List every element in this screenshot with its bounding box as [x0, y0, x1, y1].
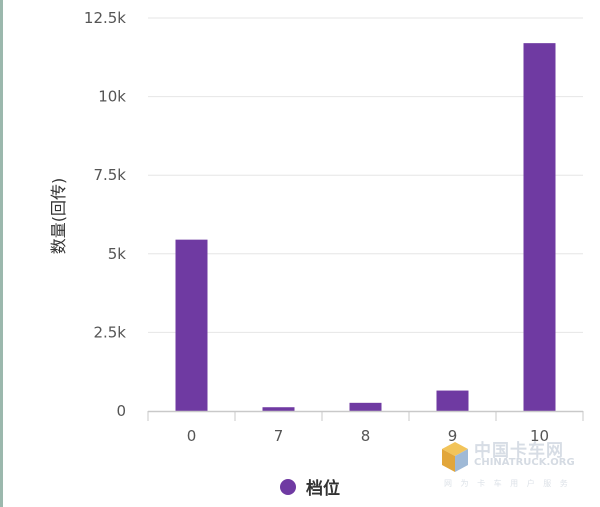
y-tick-label: 7.5k [93, 166, 126, 184]
watermark: 中国卡车网 CHINATRUCK.ORG 网 为 卡 车 用 户 服 务 [440, 434, 585, 496]
bar-0 [175, 239, 208, 411]
bars [175, 43, 556, 411]
legend-marker [280, 478, 296, 495]
grid-lines [148, 17, 583, 333]
y-axis-ticks: 0 2.5k 5k 7.5k 10k 12.5k [84, 9, 126, 420]
y-tick-label: 10k [98, 88, 126, 106]
x-axis: 0 7 8 9 10 [147, 410, 584, 445]
x-tick-label: 10 [530, 427, 549, 445]
left-border-line [0, 0, 3, 507]
legend[interactable]: 档位 [280, 474, 340, 499]
bar-9 [436, 390, 469, 411]
x-tick-label: 7 [274, 427, 284, 445]
y-tick-label: 5k [108, 245, 127, 263]
bar-8 [349, 402, 382, 411]
bar-10 [523, 43, 556, 411]
bar-chart: 0 2.5k 5k 7.5k 10k 12.5k 0 7 8 9 10 数量(回传) [49, 9, 584, 445]
y-tick-label: 2.5k [93, 323, 126, 341]
y-tick-label: 12.5k [84, 9, 126, 27]
x-tick-label: 0 [187, 427, 197, 445]
cube-logo-icon [442, 442, 468, 472]
y-axis-label: 数量(回传) [49, 178, 68, 255]
watermark-chinese-text: 中国卡车网 [474, 441, 564, 461]
y-tick-label: 0 [116, 402, 126, 420]
watermark-english-text: CHINATRUCK.ORG [474, 457, 575, 468]
watermark-subtext: 网 为 卡 车 用 户 服 务 [444, 479, 571, 488]
bar-7 [262, 407, 295, 411]
legend-label: 档位 [306, 479, 340, 499]
x-tick-label: 8 [361, 427, 371, 445]
x-tick-label: 9 [448, 427, 458, 445]
